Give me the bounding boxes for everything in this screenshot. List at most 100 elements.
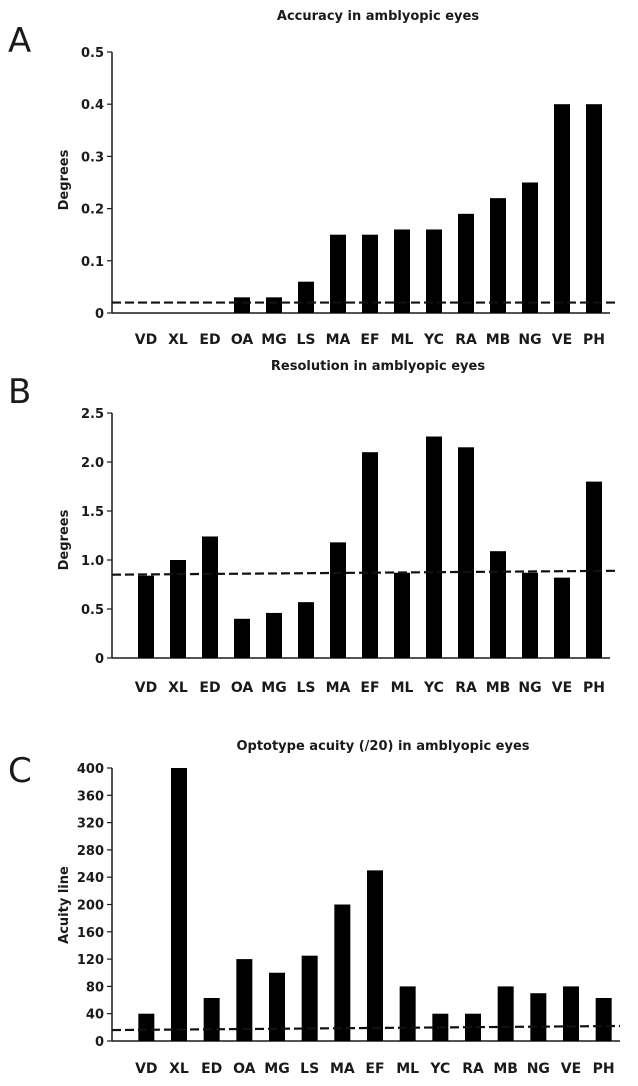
x-tick-label: RA — [455, 332, 477, 348]
bar-ls — [298, 602, 314, 658]
x-tick-label: PH — [593, 1061, 615, 1077]
x-tick-label: ML — [391, 332, 414, 348]
y-tick-label: 0.2 — [81, 203, 104, 218]
x-tick-label: EF — [365, 1061, 384, 1077]
bar-vd — [138, 575, 154, 658]
x-tick-label: RA — [455, 680, 477, 696]
bar-oa — [234, 297, 250, 313]
x-tick-label: RA — [462, 1061, 484, 1077]
bar-mb — [490, 198, 506, 313]
x-tick-label: MA — [326, 680, 351, 696]
y-tick-label: 400 — [77, 762, 104, 777]
x-tick-label: LS — [296, 332, 315, 348]
panel-letter: C — [8, 751, 32, 791]
x-tick-label: YC — [429, 1061, 450, 1077]
chart-panel-b: B Resolution in amblyopic eyes Degrees 0 0.5… — [8, 359, 619, 696]
bar-ra — [458, 213, 474, 313]
bar-yc — [426, 229, 442, 313]
x-tick-label: VE — [552, 680, 572, 696]
x-tick-label: MG — [261, 332, 286, 348]
y-tick-label: 0 — [95, 307, 104, 322]
y-tick-label: 360 — [77, 789, 104, 804]
bar-mb — [490, 551, 506, 658]
y-tick-label: 240 — [77, 871, 104, 886]
x-tick-label: MB — [486, 680, 511, 696]
bar-ph — [586, 104, 602, 313]
bar-ng — [522, 572, 538, 658]
x-tick-label: PH — [583, 332, 605, 348]
x-tick-label: NG — [518, 332, 541, 348]
chart-title: Resolution in amblyopic eyes — [271, 359, 485, 374]
bar-mg — [269, 972, 285, 1041]
x-tick-label: MG — [261, 680, 286, 696]
bar-oa — [234, 618, 250, 658]
bar-ls — [298, 281, 314, 313]
bar-vd — [138, 1013, 155, 1041]
y-tick-label: 2.0 — [81, 456, 104, 471]
bar-ra — [465, 1013, 481, 1041]
x-tick-label: OA — [233, 1061, 256, 1077]
x-tick-label: LS — [300, 1061, 319, 1077]
x-tick-label: MB — [486, 332, 511, 348]
x-tick-label: YC — [423, 332, 444, 348]
bar-xl — [171, 768, 187, 1041]
y-tick-label: 200 — [77, 899, 104, 914]
y-tick-label: 0 — [95, 652, 104, 667]
bar-ph — [586, 481, 602, 658]
y-tick-label: 2.5 — [81, 407, 104, 422]
y-tick-label: 80 — [86, 980, 104, 995]
bar-ef — [362, 234, 378, 313]
bar-ng — [522, 182, 538, 313]
bar-ve — [554, 577, 570, 658]
bar-ml — [394, 572, 410, 658]
chart-panel-a: A Accuracy in amblyopic eyes Degrees 0 0.1 0.… — [8, 9, 618, 348]
bar-ef — [367, 870, 383, 1041]
x-tick-label: MG — [264, 1061, 289, 1077]
x-tick-label: VE — [552, 332, 572, 348]
y-tick-label: 1.5 — [81, 505, 104, 520]
y-tick-label: 0.5 — [81, 46, 104, 61]
y-tick-label: 120 — [77, 953, 104, 968]
y-tick-label: 0.5 — [81, 603, 104, 618]
x-tick-label: XL — [169, 1061, 189, 1077]
y-tick-label: 40 — [86, 1008, 104, 1023]
y-tick-label: 0.4 — [81, 98, 104, 113]
y-tick-label: 0.1 — [81, 255, 104, 270]
y-axis-label: Acuity line — [57, 866, 72, 944]
x-tick-label: ED — [199, 680, 220, 696]
x-tick-label: YC — [423, 680, 444, 696]
x-tick-label: ED — [199, 332, 220, 348]
bar-ls — [301, 955, 318, 1041]
x-tick-label: MA — [330, 1061, 355, 1077]
bar-ma — [334, 904, 351, 1041]
x-tick-label: XL — [168, 680, 188, 696]
panel-letter: A — [8, 21, 31, 61]
reference-line — [111, 569, 619, 576]
x-tick-label: VD — [135, 1061, 157, 1077]
reference-line — [111, 1024, 621, 1032]
bar-xl — [170, 560, 186, 658]
bar-oa — [236, 959, 253, 1041]
x-tick-label: ML — [396, 1061, 419, 1077]
bar-ml — [399, 986, 416, 1041]
bar-ed — [202, 536, 218, 658]
x-tick-label: MA — [326, 332, 351, 348]
bar-yc — [426, 436, 442, 658]
y-tick-label: 280 — [77, 844, 104, 859]
x-tick-label: PH — [583, 680, 605, 696]
chart-title: Optotype acuity (/20) in amblyopic eyes — [236, 739, 529, 754]
y-tick-label: 160 — [77, 926, 104, 941]
bar-mg — [266, 297, 282, 313]
bar-ve — [563, 986, 579, 1041]
x-tick-label: MB — [493, 1061, 518, 1077]
y-tick-label: 320 — [77, 817, 104, 832]
bar-ve — [554, 104, 570, 313]
bar-mb — [497, 986, 514, 1041]
bar-ma — [330, 234, 346, 313]
bar-ph — [595, 998, 612, 1041]
y-tick-label: 0 — [95, 1035, 104, 1050]
bar-ml — [394, 229, 410, 313]
bar-ef — [362, 452, 378, 658]
y-tick-label: 1.0 — [81, 554, 104, 569]
